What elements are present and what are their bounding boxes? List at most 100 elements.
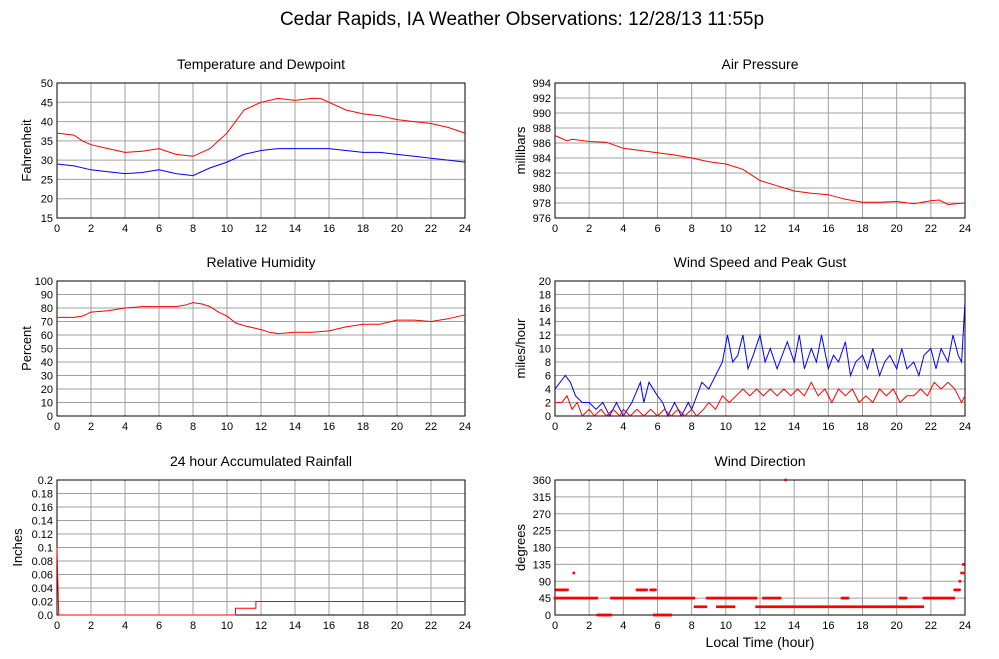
pres-x-tick: 22 <box>925 223 937 235</box>
pres-x-tick: 14 <box>788 223 800 235</box>
pres-x-tick: 8 <box>689 223 695 235</box>
dir-point <box>669 613 673 617</box>
dir-y-tick: 0 <box>545 610 551 622</box>
rh-title: Relative Humidity <box>207 254 316 270</box>
dir-x-tick: 20 <box>891 620 903 632</box>
rain-y-tick: 0.0 <box>38 610 53 622</box>
rain-x-tick: 14 <box>289 620 301 632</box>
pres-x-tick: 20 <box>891 223 903 235</box>
rain-x-tick: 8 <box>190 620 196 632</box>
rain-y-tick: 0.14 <box>32 516 53 528</box>
wind-x-tick: 20 <box>891 421 903 433</box>
temp-x-tick: 14 <box>289 223 301 235</box>
pres-x-tick: 12 <box>754 223 766 235</box>
pres-x-tick: 4 <box>620 223 626 235</box>
rh-x-tick: 0 <box>54 421 60 433</box>
rain-x-tick: 12 <box>255 620 267 632</box>
wind-y-tick: 14 <box>539 317 551 329</box>
rain-x-tick: 22 <box>425 620 437 632</box>
dir-x-tick: 10 <box>720 620 732 632</box>
temp-series-0 <box>56 97 466 157</box>
rain-x-tick: 16 <box>323 620 335 632</box>
rh-y-tick: 30 <box>41 371 53 383</box>
pres-x-tick: 18 <box>856 223 868 235</box>
temp-y-tick: 50 <box>41 78 53 90</box>
wind-x-tick: 18 <box>856 421 868 433</box>
dir-y-tick: 45 <box>539 593 551 605</box>
rh-x-tick: 8 <box>190 421 196 433</box>
rh-x-tick: 6 <box>156 421 162 433</box>
dir-plot-frame <box>554 479 966 616</box>
rh-y-tick: 70 <box>41 317 53 329</box>
temp-x-tick: 16 <box>323 223 335 235</box>
rh-x-tick: 16 <box>323 421 335 433</box>
pres-y-tick: 978 <box>533 198 551 210</box>
rain-x-tick: 18 <box>357 620 369 632</box>
pres-y-tick: 984 <box>533 153 551 165</box>
rh-y-tick: 100 <box>35 276 53 288</box>
pres-y-label: millibars <box>513 126 528 174</box>
wind-x-tick: 22 <box>925 421 937 433</box>
wind-x-tick: 0 <box>552 421 558 433</box>
rh-y-tick: 40 <box>41 357 53 369</box>
wind-y-tick: 4 <box>545 384 551 396</box>
temp-y-tick: 45 <box>41 97 53 109</box>
dir-x-tick: 0 <box>552 620 558 632</box>
pres-x-tick: 24 <box>959 223 971 235</box>
temp-series-1 <box>56 148 466 177</box>
pres-x-tick: 6 <box>654 223 660 235</box>
dir-point <box>960 571 963 575</box>
rh-x-tick: 24 <box>459 421 471 433</box>
temp-plot-frame <box>56 82 466 219</box>
dir-x-tick: 22 <box>925 620 937 632</box>
rh-y-tick: 60 <box>41 330 53 342</box>
rh-series-0 <box>57 302 466 335</box>
wind-x-tick: 2 <box>586 421 592 433</box>
pres-y-tick: 982 <box>533 168 551 180</box>
dir-y-tick: 90 <box>539 576 551 588</box>
wind-y-label: miles/hour <box>513 318 528 379</box>
rh-x-tick: 18 <box>357 421 369 433</box>
wind-plot-frame <box>554 280 966 417</box>
wind-y-tick: 18 <box>539 290 551 302</box>
temp-x-tick: 12 <box>255 223 267 235</box>
dir-x-tick: 2 <box>586 620 592 632</box>
main-title: Cedar Rapids, IA Weather Observations: 1… <box>279 9 765 30</box>
rh-y-tick: 90 <box>41 290 53 302</box>
dir-title: Wind Direction <box>714 453 805 469</box>
rain-y-tick: 0.12 <box>32 529 53 541</box>
pres-x-tick: 0 <box>552 223 558 235</box>
rh-x-tick: 14 <box>289 421 301 433</box>
dir-point <box>732 605 736 609</box>
rain-title: 24 hour Accumulated Rainfall <box>170 453 352 469</box>
pres-plot-frame <box>554 82 966 219</box>
wind-y-tick: 20 <box>539 276 551 288</box>
rh-x-tick: 2 <box>88 421 94 433</box>
rain-y-tick: 0.06 <box>32 570 53 582</box>
dir-y-tick: 135 <box>533 559 551 571</box>
rain-y-tick: 0.2 <box>38 475 53 487</box>
pres-y-tick: 990 <box>533 108 551 120</box>
temp-x-tick: 20 <box>391 223 403 235</box>
rain-series-0 <box>56 547 465 616</box>
dir-x-tick: 16 <box>822 620 834 632</box>
pres-y-tick: 980 <box>533 183 551 195</box>
wind-x-tick: 8 <box>689 421 695 433</box>
rh-x-tick: 22 <box>425 421 437 433</box>
rain-y-tick: 0.04 <box>32 583 53 595</box>
dir-x-tick: 18 <box>856 620 868 632</box>
rh-x-tick: 4 <box>122 421 128 433</box>
dir-point <box>609 613 613 617</box>
dir-point <box>595 596 599 600</box>
temp-y-tick: 40 <box>41 117 53 129</box>
wind-series-1 <box>555 381 966 417</box>
wind-series-0 <box>554 301 966 418</box>
temp-y-tick: 35 <box>41 136 53 148</box>
pres-y-tick: 994 <box>533 78 551 90</box>
dir-point <box>566 588 569 592</box>
temp-y-tick: 25 <box>41 174 53 186</box>
temp-x-tick: 8 <box>190 223 196 235</box>
dir-point <box>572 571 576 575</box>
temp-x-tick: 6 <box>156 223 162 235</box>
temp-x-tick: 4 <box>122 223 128 235</box>
